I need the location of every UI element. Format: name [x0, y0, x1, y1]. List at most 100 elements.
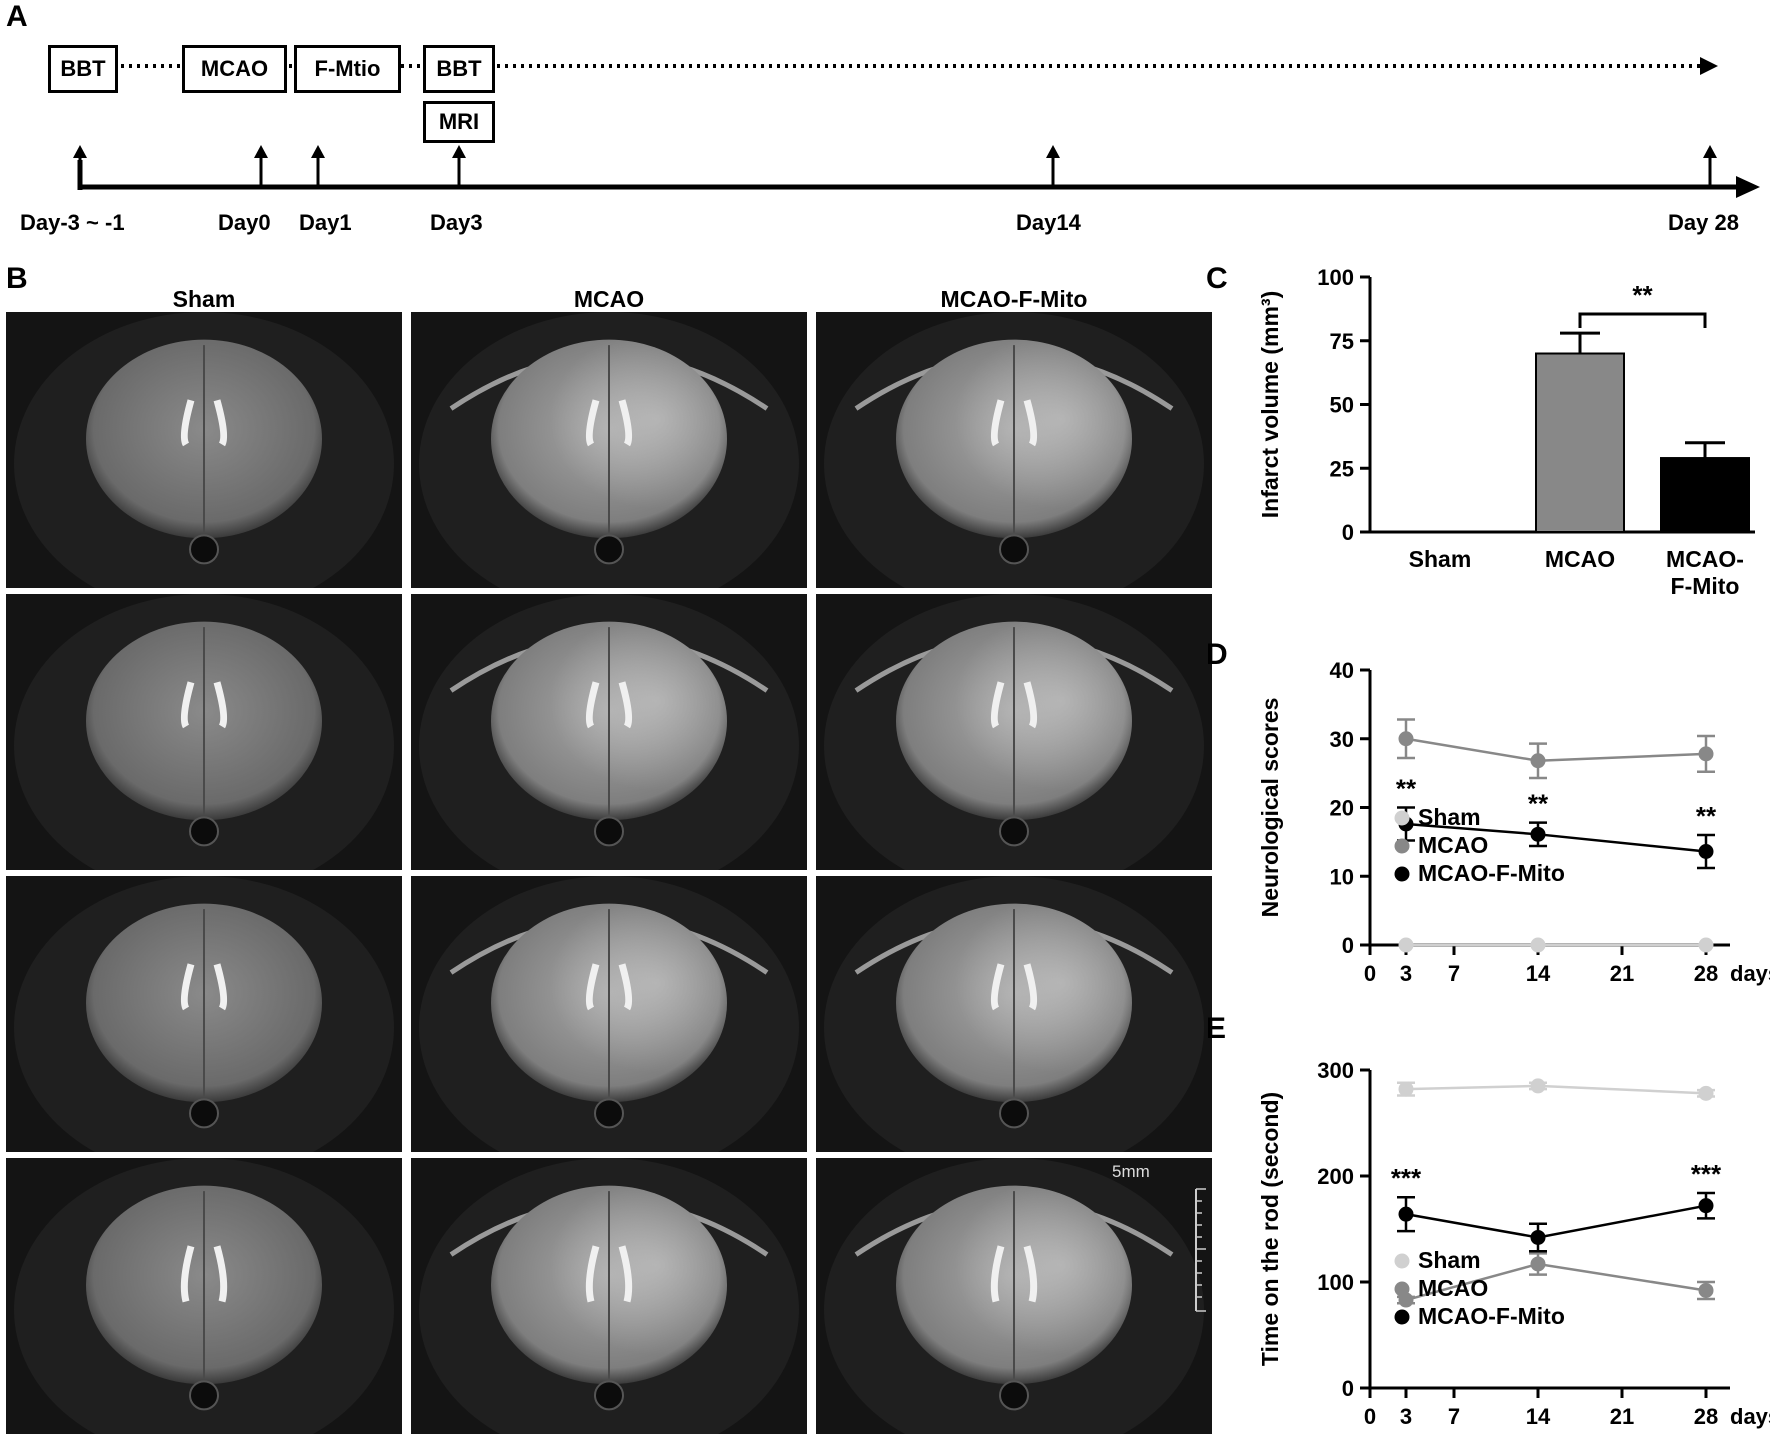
- d-series-mcao: [1397, 718, 1715, 780]
- e-y-tick-label: 300: [1317, 1060, 1354, 1083]
- d-legend-marker-mcao-f-mito: [1394, 866, 1410, 882]
- mri-scan-mcao-row1: [411, 312, 807, 588]
- e-legend-label-mcao: MCAO: [1418, 1275, 1488, 1301]
- e-y-axis-label: Time on the rod (second): [1257, 1092, 1283, 1366]
- mri-scan-mcao-row3: [411, 876, 807, 1152]
- mri-scan-mcao-fmito-row4: [816, 1158, 1212, 1434]
- e-point-sham: [1398, 1081, 1414, 1097]
- e-y-tick-label: 0: [1342, 1376, 1354, 1401]
- d-x-tick-label: 3: [1400, 961, 1412, 986]
- e-legend-marker-mcao-f-mito: [1394, 1309, 1410, 1325]
- d-x-tick-label: 21: [1610, 961, 1634, 986]
- d-x-tick-label: 7: [1448, 961, 1460, 986]
- panel-d-label: D: [1206, 638, 1228, 671]
- c-x-label-mcao-fmito-1: MCAO-: [1666, 546, 1744, 572]
- d-y-tick-label: 30: [1330, 727, 1354, 752]
- mri-scan-mcao-row2: [411, 594, 807, 870]
- e-significance-label: ***: [1691, 1159, 1722, 1189]
- timeline-day1: Day1: [299, 210, 352, 235]
- mri-scan-mcao-row4: [411, 1158, 807, 1434]
- mri-scale-bar: [1195, 1188, 1206, 1312]
- d-point-sham: [1698, 937, 1714, 953]
- timeline-ticks: [73, 145, 1717, 187]
- c-y-tick-label: 0: [1342, 520, 1354, 545]
- c-y-tick-label: 75: [1330, 329, 1354, 354]
- d-y-tick-label: 0: [1342, 933, 1354, 958]
- rotarod-chart: 0100200300037142128daysTime on the rod (…: [1257, 1060, 1770, 1429]
- e-legend-marker-sham: [1394, 1253, 1410, 1269]
- infarct-volume-chart: 0 25 50 75 100 Sham MCAO MCAO-F-Mito ** Infarct v…: [1257, 265, 1755, 599]
- timeline-box-bbt-day3: BBT: [423, 45, 495, 93]
- e-legend-label-sham: Sham: [1418, 1247, 1481, 1273]
- d-line-mcao: [1405, 737, 1707, 763]
- c-y-axis-label: Infarct volume (mm³): [1257, 291, 1283, 518]
- e-series-mcao-f-mito: [1397, 1191, 1715, 1253]
- d-legend-label-mcao-f-mito: MCAO-F-Mito: [1418, 860, 1565, 886]
- e-series-sham: [1397, 1078, 1715, 1101]
- timeline-day14: Day14: [1016, 210, 1081, 235]
- e-point-mcao-f-mito: [1530, 1229, 1546, 1245]
- timeline-axis-arrowhead: [1736, 176, 1760, 198]
- d-x-tick-label: 14: [1526, 961, 1551, 986]
- timeline-box-mri: MRI: [423, 101, 495, 143]
- d-y-tick-label: 40: [1330, 660, 1354, 683]
- mri-scan-sham-row2: [6, 594, 402, 870]
- c-y-tick-label: 25: [1330, 456, 1354, 481]
- e-x-tick-label: 21: [1610, 1404, 1634, 1429]
- e-x-tick-label: 0: [1364, 1404, 1376, 1429]
- timeline-day3: Day3: [430, 210, 483, 235]
- d-legend-marker-sham: [1394, 810, 1410, 826]
- mri-scale-bar-label: 5mm: [1112, 1162, 1150, 1181]
- timeline-box-mcao: MCAO: [182, 45, 287, 93]
- e-point-sham: [1530, 1078, 1546, 1094]
- panel-b-label: B: [6, 262, 28, 295]
- e-point-sham: [1698, 1085, 1714, 1101]
- e-x-unit-label: days: [1730, 1404, 1770, 1429]
- d-x-tick-label: 0: [1364, 961, 1376, 986]
- d-legend-label-sham: Sham: [1418, 804, 1481, 830]
- d-series-sham: [1398, 937, 1714, 953]
- c-bar-mcao-f-mito: [1660, 457, 1750, 533]
- d-significance-label: **: [1396, 774, 1417, 804]
- panel-a-label: A: [6, 0, 28, 33]
- e-line-sham: [1405, 1084, 1707, 1095]
- neurological-scores-chart: 010203040037142128daysNeurological score…: [1257, 660, 1770, 986]
- c-x-label-sham: Sham: [1409, 546, 1472, 572]
- d-significance-label: **: [1696, 801, 1717, 831]
- timeline-dotted-arrowhead: [1700, 57, 1718, 75]
- d-point-mcao-f-mito: [1698, 844, 1714, 859]
- e-x-tick-label: 3: [1400, 1404, 1412, 1429]
- c-significance-bracket: [1578, 312, 1707, 328]
- d-point-mcao: [1398, 731, 1414, 747]
- d-y-tick-label: 10: [1330, 864, 1354, 889]
- e-significance-label: ***: [1391, 1163, 1422, 1193]
- e-line-mcao-f-mito: [1405, 1204, 1707, 1239]
- mri-column-mcao: MCAO: [573, 286, 645, 312]
- mri-scan-mcao-fmito-row2: [816, 594, 1212, 870]
- timeline-box-bbt-baseline: BBT: [48, 45, 118, 93]
- mri-scan-mcao-fmito-row1: [816, 312, 1212, 588]
- d-legend-marker-mcao: [1394, 838, 1410, 854]
- e-point-mcao: [1698, 1282, 1714, 1298]
- d-point-mcao-f-mito: [1530, 826, 1546, 842]
- e-x-tick-label: 28: [1694, 1404, 1718, 1429]
- e-point-mcao: [1530, 1256, 1546, 1272]
- e-x-tick-label: 14: [1526, 1404, 1551, 1429]
- timeline-day0: Day0: [218, 210, 271, 235]
- c-significance-label: **: [1632, 280, 1653, 310]
- e-legend-marker-mcao: [1394, 1281, 1410, 1297]
- mri-column-mcao-fmito: MCAO-F-Mito: [940, 286, 1088, 312]
- timeline-box-fmtio: F-Mtio: [294, 45, 401, 93]
- e-legend-label-mcao-f-mito: MCAO-F-Mito: [1418, 1303, 1565, 1329]
- c-y-tick-label: 50: [1330, 393, 1354, 418]
- d-y-tick-label: 20: [1330, 796, 1354, 821]
- mri-column-sham: Sham: [172, 286, 236, 312]
- d-y-axis-label: Neurological scores: [1257, 698, 1283, 918]
- e-x-tick-label: 7: [1448, 1404, 1460, 1429]
- d-point-sham: [1398, 937, 1414, 953]
- c-y-tick-label: 100: [1317, 265, 1354, 290]
- c-x-label-mcao: MCAO: [1545, 546, 1615, 572]
- timeline-day-minus3: Day-3 ~ -1: [20, 210, 125, 235]
- mri-scan-mcao-fmito-row3: [816, 876, 1212, 1152]
- c-bar-mcao: [1535, 352, 1625, 533]
